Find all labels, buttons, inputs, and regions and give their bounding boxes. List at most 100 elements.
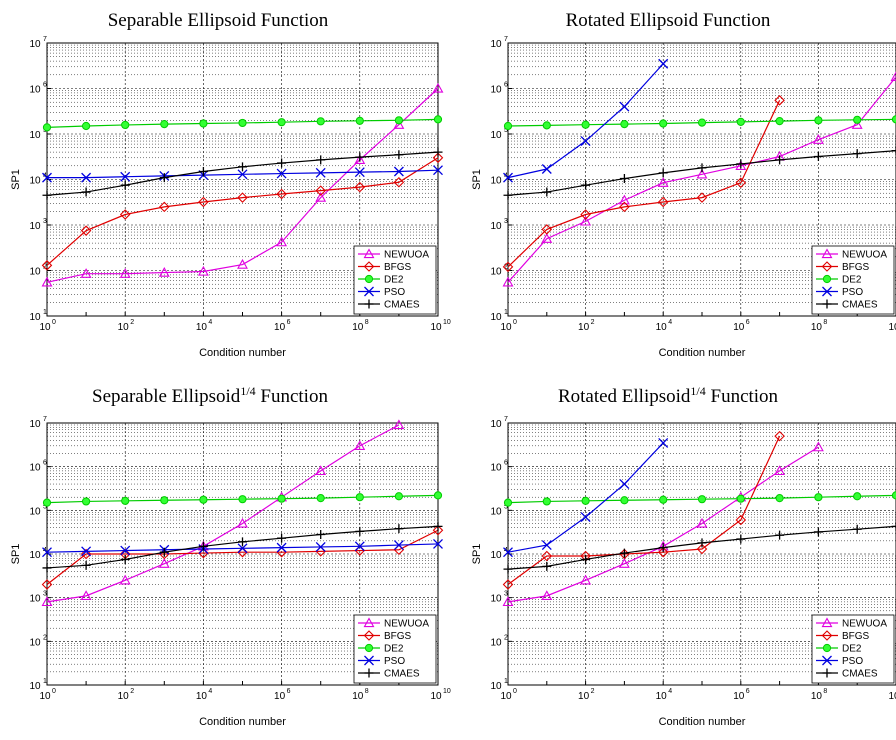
- series-pso: [503, 437, 669, 558]
- x-axis-label: Condition number: [199, 347, 286, 359]
- chart-title: Separable Ellipsoid Function: [108, 10, 329, 31]
- x-tick-label: 10: [39, 322, 51, 333]
- y-tick-exponent: 7: [504, 36, 508, 43]
- y-tick-label: 10: [490, 463, 502, 474]
- plus-marker: [433, 521, 443, 531]
- triangle-marker: [735, 160, 747, 170]
- y-tick-exponent: 3: [43, 218, 47, 225]
- circle-marker: [853, 115, 862, 124]
- y-tick-label: 10: [490, 176, 502, 187]
- series-pso: [42, 538, 443, 558]
- y-tick-label: 10: [490, 594, 502, 605]
- x-tick-exponent: 2: [130, 319, 134, 326]
- legend-item: BFGS: [358, 261, 412, 273]
- y-axis-label: SP1: [10, 544, 22, 565]
- triangle-marker: [890, 71, 896, 82]
- triangle-marker: [812, 441, 824, 452]
- series-line: [46, 529, 439, 585]
- x-marker: [822, 655, 832, 666]
- x-tick-label: 10: [352, 691, 364, 702]
- plus-marker: [503, 190, 513, 200]
- x-marker: [120, 171, 131, 182]
- legend-label: PSO: [384, 656, 405, 667]
- legend-item: DE2: [358, 275, 404, 286]
- y-tick-exponent: 6: [43, 82, 47, 89]
- x-marker: [276, 168, 287, 179]
- plus-marker: [277, 533, 287, 543]
- chart-title: Rotated Ellipsoid Function: [566, 10, 771, 31]
- circle-marker: [394, 492, 403, 501]
- legend-label: BFGS: [842, 631, 870, 642]
- triangle-marker: [580, 574, 592, 585]
- y-tick-exponent: 1: [504, 678, 508, 685]
- circle-marker: [316, 117, 325, 126]
- diamond-marker: [363, 261, 375, 272]
- series-bfgs: [41, 524, 444, 590]
- plus-marker: [316, 529, 326, 539]
- diamond-marker: [502, 579, 514, 590]
- y-tick-label: 10: [490, 312, 502, 323]
- y-tick-label: 10: [490, 130, 502, 141]
- circle-marker: [697, 118, 707, 127]
- circle-marker: [199, 119, 208, 128]
- legend-item: NEWUOA: [358, 617, 429, 630]
- y-tick-label: 10: [29, 419, 41, 430]
- x-marker: [393, 166, 404, 177]
- x-tick-label: 10: [430, 322, 442, 333]
- x-tick-label: 10: [196, 691, 208, 702]
- series-bfgs: [502, 95, 785, 273]
- y-tick-label: 10: [490, 637, 502, 648]
- y-tick-label: 10: [29, 594, 41, 605]
- y-tick-label: 10: [29, 85, 41, 96]
- triangle-marker: [158, 558, 170, 568]
- triangle-marker: [696, 517, 708, 528]
- x-tick-exponent: 8: [365, 319, 369, 326]
- x-marker: [658, 437, 669, 448]
- plus-marker: [775, 530, 785, 540]
- triangle-marker: [237, 258, 248, 269]
- triangle-marker: [354, 440, 366, 450]
- legend-item: CMAES: [358, 668, 420, 680]
- y-tick-label: 10: [29, 312, 41, 323]
- circle-marker: [433, 491, 443, 500]
- diamond-marker: [774, 95, 785, 106]
- triangle-marker: [315, 465, 327, 476]
- y-tick-label: 10: [490, 39, 502, 50]
- x-marker: [619, 479, 630, 490]
- triangle-marker: [657, 177, 669, 187]
- title-part: Function: [256, 386, 329, 407]
- circle-marker: [775, 494, 784, 503]
- plus-marker: [120, 554, 130, 564]
- legend-label: DE2: [384, 275, 404, 286]
- plus-marker: [355, 526, 365, 536]
- circle-marker: [891, 491, 896, 500]
- circle-marker: [620, 120, 629, 129]
- plus-marker: [238, 537, 247, 547]
- plus-marker: [891, 521, 896, 531]
- x-tick-exponent: 8: [823, 688, 827, 695]
- plus-marker: [42, 190, 52, 200]
- series-line: [507, 525, 896, 570]
- triangle-marker: [541, 590, 553, 601]
- x-tick-exponent: 6: [287, 319, 291, 326]
- x-tick-label: 10: [888, 691, 896, 702]
- legend-item: CMAES: [816, 299, 878, 311]
- diamond-marker: [696, 192, 708, 203]
- x-marker: [580, 136, 591, 147]
- circle-marker: [814, 493, 823, 502]
- diamond-marker: [619, 201, 630, 213]
- circle-marker: [82, 497, 91, 506]
- plus-marker: [581, 180, 591, 190]
- x-marker: [433, 165, 443, 176]
- legend-label: BFGS: [842, 262, 870, 273]
- plus-marker: [852, 149, 862, 159]
- y-tick-label: 10: [490, 681, 502, 692]
- diamond-marker: [198, 196, 209, 208]
- legend-item: CMAES: [816, 668, 878, 680]
- y-axis-label: SP1: [10, 169, 22, 190]
- circle-marker: [316, 494, 325, 503]
